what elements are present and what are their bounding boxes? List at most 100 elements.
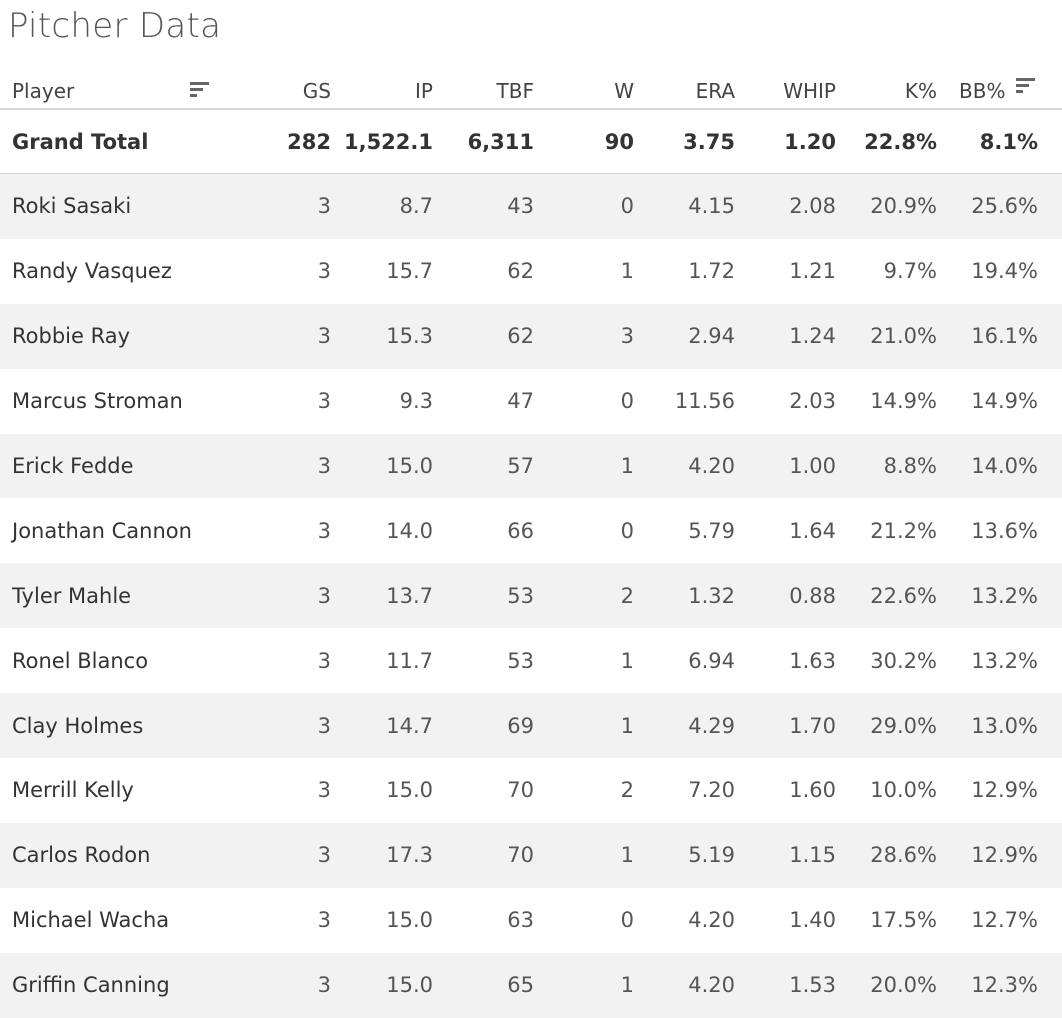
table-row[interactable]: Griffin Canning 3 15.0 65 1 4.20 1.53 20…	[0, 952, 1062, 1018]
bb-pct-value: 13.0%	[971, 713, 1038, 738]
ip-value: 17.3	[386, 843, 433, 868]
table-row[interactable]: Randy Vasquez 3 15.7 62 1 1.72 1.21 9.7%…	[0, 239, 1062, 304]
table-row[interactable]: Merrill Kelly 3 15.0 70 2 7.20 1.60 10.0…	[0, 758, 1062, 823]
column-header-whip[interactable]: WHIP	[783, 79, 836, 103]
era-value: 6.94	[688, 648, 735, 673]
table-row[interactable]: Tyler Mahle 3 13.7 53 2 1.32 0.88 22.6% …	[0, 563, 1062, 629]
column-header-ip[interactable]: IP	[415, 79, 433, 103]
player-name: Griffin Canning	[12, 973, 170, 998]
era-value: 1.72	[688, 259, 735, 284]
w-value: 2	[620, 778, 634, 803]
ip-value: 15.0	[386, 908, 433, 933]
k-pct-value: 9.7%	[883, 259, 937, 284]
gs-value: 3	[317, 648, 331, 673]
gs-value: 282	[287, 129, 331, 154]
bb-pct-value: 25.6%	[971, 194, 1038, 219]
gs-value: 3	[317, 713, 331, 738]
w-value: 3	[620, 324, 634, 349]
w-value: 1	[620, 454, 634, 478]
k-pct-value: 30.2%	[870, 648, 937, 673]
player-name: Robbie Ray	[12, 324, 131, 349]
column-header-gs[interactable]: GS	[302, 79, 331, 103]
whip-value: 1.15	[789, 843, 836, 868]
bb-pct-value: 12.3%	[971, 973, 1038, 998]
era-value: 4.20	[688, 973, 735, 998]
column-header-bb-pct[interactable]: BB%	[959, 79, 1006, 103]
player-name: Ronel Blanco	[12, 648, 149, 673]
whip-value: 1.40	[789, 908, 836, 933]
pitcher-table: Player GS IP TBF W ERA WHIP K% BB% Grand…	[0, 68, 1062, 1018]
whip-value: 2.08	[789, 194, 836, 219]
w-value: 0	[620, 194, 634, 219]
ip-value: 15.3	[386, 324, 433, 349]
k-pct-value: 29.0%	[870, 713, 937, 738]
bb-pct-value: 13.2%	[971, 648, 1038, 673]
w-value: 1	[620, 713, 634, 738]
player-name: Carlos Rodon	[12, 843, 151, 868]
ip-value: 9.3	[399, 389, 433, 414]
gs-value: 3	[317, 843, 331, 868]
table-row[interactable]: Marcus Stroman 3 9.3 47 0 11.56 2.03 14.…	[0, 369, 1062, 434]
w-value: 1	[620, 973, 634, 998]
player-name: Tyler Mahle	[12, 583, 132, 608]
player-name: Erick Fedde	[12, 454, 134, 478]
column-header-era[interactable]: ERA	[695, 79, 735, 103]
k-pct-value: 8.8%	[883, 454, 937, 478]
column-header-tbf[interactable]: TBF	[496, 79, 534, 103]
table-row[interactable]: Clay Holmes 3 14.7 69 1 4.29 1.70 29.0% …	[0, 693, 1062, 759]
k-pct-value: 22.8%	[864, 129, 937, 154]
tbf-value: 70	[507, 843, 534, 868]
whip-value: 1.24	[789, 324, 836, 349]
w-value: 2	[620, 583, 634, 608]
k-pct-value: 14.9%	[870, 389, 937, 414]
gs-value: 3	[317, 454, 331, 478]
tbf-value: 63	[507, 908, 534, 933]
table-row[interactable]: Erick Fedde 3 15.0 57 1 4.20 1.00 8.8% 1…	[0, 433, 1062, 499]
sort-icon[interactable]	[190, 81, 210, 99]
era-value: 4.20	[688, 908, 735, 933]
sort-icon[interactable]	[1016, 77, 1036, 95]
column-header-k-pct[interactable]: K%	[904, 79, 937, 103]
whip-value: 1.64	[789, 518, 836, 543]
tbf-value: 47	[507, 389, 534, 414]
page-title: Pitcher Data	[8, 6, 222, 46]
table-row[interactable]: Michael Wacha 3 15.0 63 0 4.20 1.40 17.5…	[0, 888, 1062, 953]
bb-pct-value: 16.1%	[971, 324, 1038, 349]
tbf-value: 43	[507, 194, 534, 219]
w-value: 0	[620, 518, 634, 543]
ip-value: 1,522.1	[343, 129, 433, 154]
bb-pct-value: 12.9%	[971, 843, 1038, 868]
whip-value: 1.63	[789, 648, 836, 673]
grand-total-row: Grand Total 282 1,522.1 6,311 90 3.75 1.…	[0, 110, 1062, 174]
table-row[interactable]: Roki Sasaki 3 8.7 43 0 4.15 2.08 20.9% 2…	[0, 174, 1062, 239]
tbf-value: 62	[507, 259, 534, 284]
whip-value: 1.53	[789, 973, 836, 998]
w-value: 0	[620, 908, 634, 933]
table-row[interactable]: Jonathan Cannon 3 14.0 66 0 5.79 1.64 21…	[0, 498, 1062, 563]
bb-pct-value: 12.9%	[971, 778, 1038, 803]
player-name: Grand Total	[12, 129, 149, 154]
column-header-w[interactable]: W	[614, 79, 634, 103]
gs-value: 3	[317, 778, 331, 803]
tbf-value: 53	[507, 583, 534, 608]
tbf-value: 53	[507, 648, 534, 673]
era-value: 1.32	[688, 583, 735, 608]
tbf-value: 70	[507, 778, 534, 803]
ip-value: 11.7	[386, 648, 433, 673]
ip-value: 15.7	[386, 259, 433, 284]
gs-value: 3	[317, 389, 331, 414]
player-name: Merrill Kelly	[12, 778, 134, 803]
tbf-value: 6,311	[467, 129, 534, 154]
k-pct-value: 28.6%	[870, 843, 937, 868]
ip-value: 15.0	[386, 973, 433, 998]
era-value: 7.20	[688, 778, 735, 803]
table-row[interactable]: Robbie Ray 3 15.3 62 3 2.94 1.24 21.0% 1…	[0, 303, 1062, 369]
player-name: Michael Wacha	[12, 908, 170, 933]
table-row[interactable]: Carlos Rodon 3 17.3 70 1 5.19 1.15 28.6%…	[0, 822, 1062, 888]
whip-value: 1.00	[789, 454, 836, 478]
whip-value: 1.21	[789, 259, 836, 284]
table-row[interactable]: Ronel Blanco 3 11.7 53 1 6.94 1.63 30.2%…	[0, 628, 1062, 693]
ip-value: 15.0	[386, 454, 433, 478]
column-header-player[interactable]: Player	[12, 79, 75, 103]
k-pct-value: 22.6%	[870, 583, 937, 608]
